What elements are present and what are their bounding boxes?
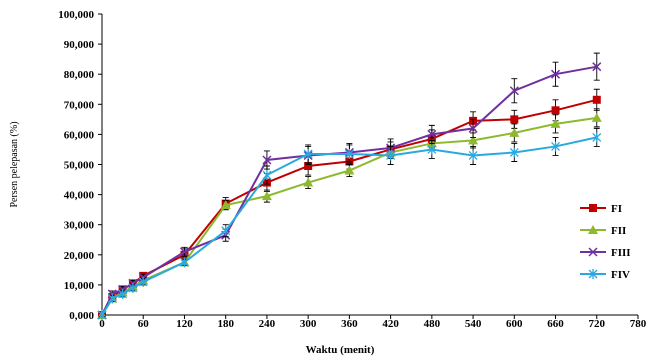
data-point-fii [550, 118, 561, 128]
data-point-fiv [386, 150, 396, 161]
x-tick-label: 240 [259, 318, 276, 330]
data-point-fii [591, 112, 602, 122]
data-point-fiv [509, 147, 519, 158]
data-point-fi [551, 106, 560, 115]
data-point-fi [510, 115, 519, 124]
series-fiv [97, 127, 602, 320]
x-tick-label: 300 [300, 318, 317, 330]
data-point-fiv [180, 257, 189, 268]
data-point-fiv [551, 141, 560, 152]
x-axis-title: Waktu (menit) [306, 344, 375, 356]
data-point-fiii [427, 129, 437, 139]
legend-marker-fi [589, 204, 597, 212]
legend-marker-fiii [588, 247, 598, 257]
data-point-fiii [262, 155, 272, 165]
data-point-fiii [551, 69, 561, 79]
x-tick-label: 540 [465, 318, 482, 330]
series-fi [98, 88, 601, 319]
data-point-fiii [179, 247, 189, 257]
x-tick-label: 480 [424, 318, 441, 330]
data-point-fii [303, 177, 314, 187]
data-point-fii [468, 135, 479, 145]
y-tick-label: 50,000 [64, 160, 95, 172]
y-tick-label: 90,000 [64, 39, 95, 51]
legend-label-fiv: FIV [611, 269, 630, 281]
legend-item-fii: FII [580, 225, 626, 237]
x-tick-label: 420 [382, 318, 399, 330]
data-point-fi [592, 95, 601, 104]
x-tick-label: 600 [506, 318, 523, 330]
series-line-fiv [101, 136, 597, 316]
legend: FI FII FIII FIV [580, 203, 631, 281]
x-tick-label: 120 [176, 318, 193, 330]
series-line-fii [101, 116, 597, 316]
data-point-fiv [138, 276, 148, 287]
x-tick-label: 60 [138, 318, 150, 330]
legend-marker-fii [588, 225, 598, 234]
data-point-fii [509, 127, 520, 137]
data-point-fii [344, 165, 355, 175]
y-tick-label: 60,000 [64, 129, 95, 141]
legend-item-fiii: FIII [580, 247, 631, 259]
data-point-fiv [344, 148, 354, 159]
y-tick-label: 30,000 [64, 220, 95, 232]
data-point-fiii [468, 123, 478, 133]
y-tick-label: 40,000 [64, 190, 95, 202]
y-axis-title: Persen pelepasan (%) [9, 121, 20, 207]
legend-label-fii: FII [611, 225, 626, 237]
y-tick-label: 80,000 [64, 69, 95, 81]
data-point-fii [220, 200, 231, 210]
data-point-fiv [107, 293, 117, 304]
legend-item-fi: FI [580, 203, 622, 215]
y-tick-label: 0,000 [69, 310, 94, 322]
data-point-fiv [468, 150, 478, 161]
data-point-fiii [592, 62, 602, 72]
y-tick-label: 70,000 [64, 99, 95, 111]
y-axis: 0,000 10,000 20,000 30,000 40,000 50,000 60,00… [58, 9, 103, 322]
x-tick-label: 180 [217, 318, 234, 330]
data-point-fiv [128, 282, 138, 293]
y-tick-label: 100,000 [58, 9, 94, 21]
data-point-fiii [509, 86, 519, 96]
y-tick-label: 20,000 [64, 250, 95, 262]
data-point-fiv [97, 310, 107, 320]
series-fiii [97, 52, 602, 320]
data-point-fiv [303, 148, 313, 159]
x-tick-label: 0 [99, 318, 105, 330]
data-point-fiv [221, 225, 231, 236]
x-tick-label: 360 [341, 318, 358, 330]
data-point-fiv [118, 288, 128, 299]
series-line-fiii [101, 65, 597, 316]
data-point-fiv [592, 132, 602, 143]
series-fii [97, 108, 602, 319]
x-tick-label: 660 [547, 318, 564, 330]
data-point-fiv [427, 144, 437, 155]
legend-label-fi: FI [611, 203, 622, 215]
y-tick-label: 10,000 [64, 280, 95, 292]
x-axis: 0 60 120 180 240 300 360 420 480 540 600 660 720 780 [99, 314, 647, 330]
data-point-fii [261, 191, 272, 201]
x-tick-label: 780 [630, 318, 647, 330]
legend-label-fiii: FIII [611, 247, 631, 259]
data-point-fiv [262, 170, 272, 181]
x-tick-label: 720 [589, 318, 606, 330]
series-layer [97, 52, 602, 320]
data-point-fi [304, 162, 313, 171]
legend-item-fiv: FIV [580, 269, 630, 281]
legend-marker-fiv [588, 269, 598, 279]
